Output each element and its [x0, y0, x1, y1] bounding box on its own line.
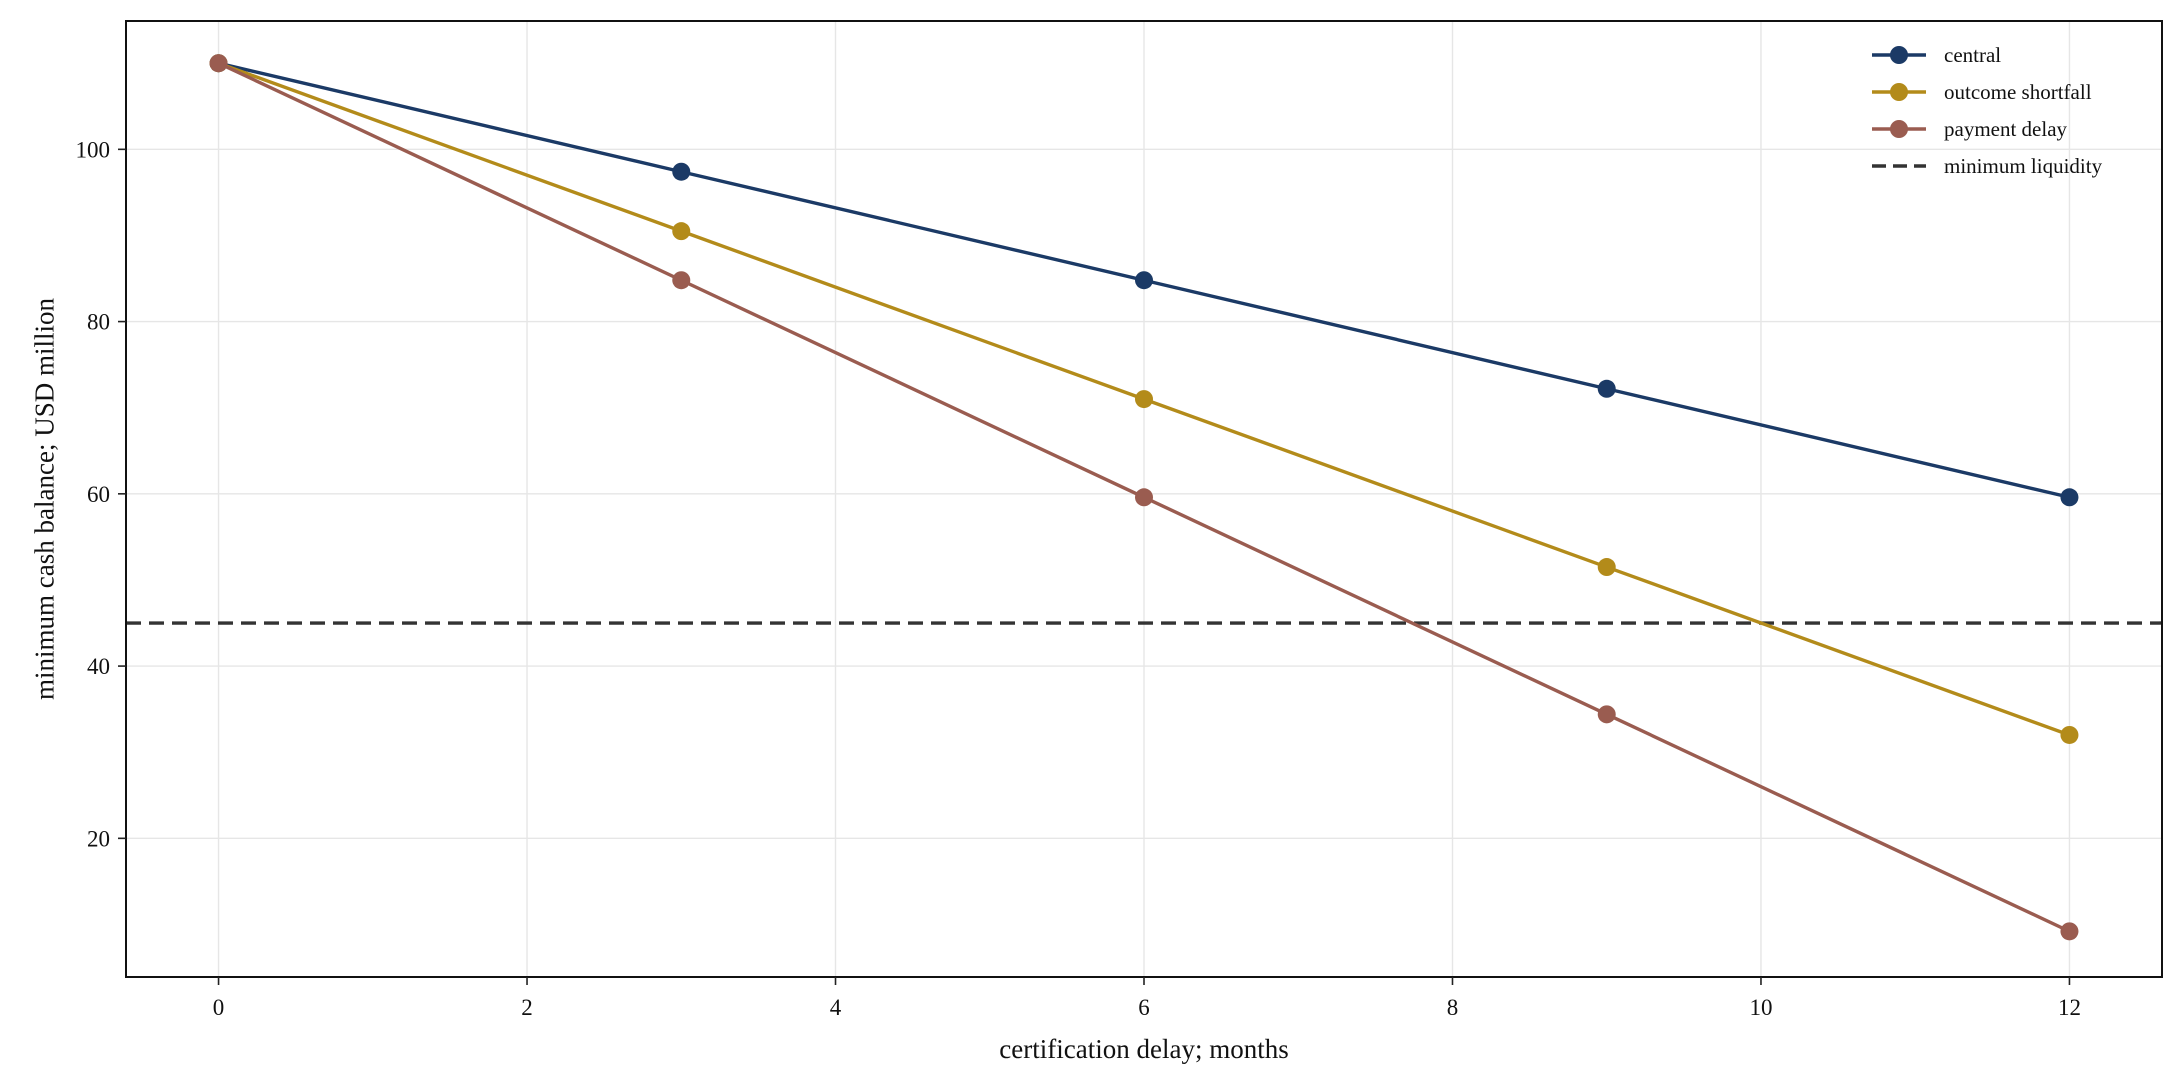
- x-tick-label: 12: [2058, 995, 2081, 1020]
- axis-ticks: 0 2 4 6 8 10 12 20 40 60 80 100: [76, 137, 2081, 1020]
- y-tick-label: 40: [87, 654, 110, 679]
- outcome-shortfall-point: [1597, 558, 1616, 577]
- y-tick-label: 100: [76, 137, 111, 162]
- central-point: [1135, 271, 1153, 290]
- central-point: [1597, 379, 1616, 398]
- legend-marker-outcome-shortfall: [1890, 83, 1908, 101]
- legend-marker-payment-delay: [1890, 120, 1908, 138]
- payment-delay-point: [1135, 488, 1153, 507]
- legend-marker-central: [1890, 46, 1908, 64]
- x-tick-label: 4: [830, 995, 842, 1020]
- x-tick-label: 6: [1138, 995, 1150, 1020]
- payment-delay-point: [1597, 705, 1616, 724]
- x-axis-title: certification delay; months: [999, 1034, 1288, 1064]
- legend-label-payment-delay: payment delay: [1944, 117, 2068, 141]
- legend-label-minimum-liquidity: minimum liquidity: [1944, 154, 2103, 178]
- central-point: [672, 162, 691, 181]
- central-point: [2060, 488, 2079, 507]
- payment-delay-point: [2060, 922, 2079, 941]
- x-tick-label: 10: [1749, 995, 1772, 1020]
- x-tick-label: 8: [1447, 995, 1459, 1020]
- outcome-shortfall-point: [1135, 390, 1153, 409]
- outcome-shortfall-point: [672, 222, 691, 241]
- payment-delay-point: [672, 271, 691, 290]
- x-tick-label: 2: [521, 995, 533, 1020]
- legend-label-central: central: [1944, 43, 2001, 67]
- grid: [126, 21, 2162, 977]
- y-tick-label: 20: [87, 826, 110, 851]
- y-tick-label: 60: [87, 482, 110, 507]
- outcome-shortfall-point: [2060, 725, 2079, 744]
- x-tick-label: 0: [213, 995, 225, 1020]
- payment-delay-point: [209, 54, 228, 73]
- y-tick-label: 80: [87, 310, 110, 335]
- legend-label-outcome-shortfall: outcome shortfall: [1944, 80, 2092, 104]
- legend: central outcome shortfall payment delay min…: [1872, 43, 2103, 178]
- series-lines: [209, 54, 2079, 941]
- y-axis-title: minimum cash balance; USD million: [29, 298, 59, 700]
